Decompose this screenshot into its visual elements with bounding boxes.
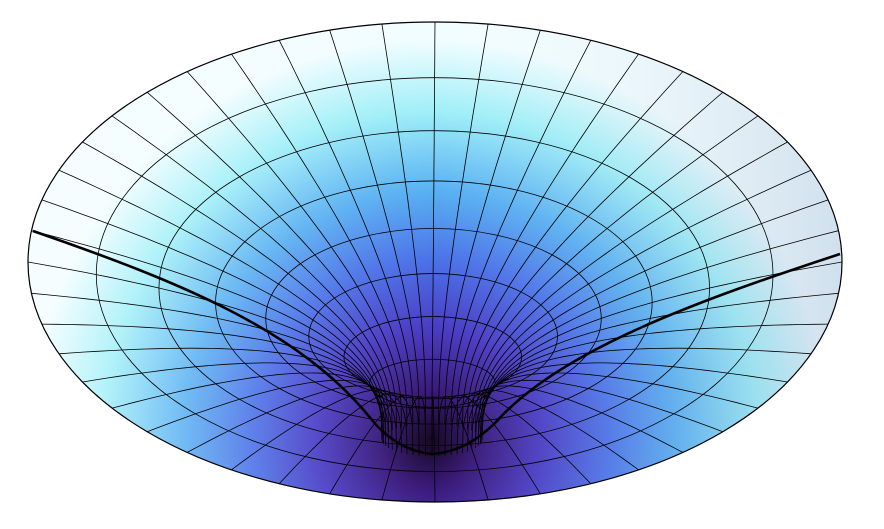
mesh-radial-line [456,389,639,471]
mesh-radial-line [474,141,788,433]
mesh-radial-line [462,385,683,453]
mesh-radial-line [431,22,436,425]
surface-shading [28,22,842,502]
mesh-radial-line [186,71,402,428]
mesh-radial-line [82,362,390,449]
mesh-radial-line [467,91,724,429]
funnel-rim-outline [27,21,843,503]
mesh-radial-line [477,169,812,434]
mesh-radial-line [147,379,397,452]
mesh-radial-line [456,53,639,427]
mesh-radial-line [481,292,839,443]
mesh-radial-line [329,394,420,495]
mesh-radial-line [450,392,592,484]
mesh-radial-line [481,261,842,441]
mesh-radial-line [111,115,393,431]
mesh-radial-line [474,362,788,449]
mesh-radial-line [31,230,383,438]
mesh-radial-line [111,372,393,450]
mesh-radial-line [479,323,829,445]
mesh-radial-line [444,30,541,425]
mesh-radial-line [329,30,420,425]
mesh-radial-line [479,199,829,436]
mesh-radial-line [381,24,426,425]
mesh-radial-line [146,91,397,429]
mesh-radial-line [471,372,758,450]
surface-fill-group [28,22,842,502]
mesh-radial-line [278,40,414,426]
mesh-radial-line [41,199,385,436]
mesh-radial-line [481,230,839,438]
mesh-radial-line [187,385,402,453]
mesh-radial-line [28,261,383,441]
mesh-radial-line [438,24,489,425]
mesh-radial-line [462,71,684,428]
mesh-radial-line [82,141,390,433]
mesh-radial-line [450,40,592,426]
geodesic-path [32,229,841,456]
mesh-radial-line [471,115,759,431]
mesh-radial-line [231,53,408,427]
mesh-radial-line [278,392,414,484]
mesh-radial-lines [28,22,842,502]
mesh-radial-line [438,395,489,501]
mesh-radial-line [58,169,387,434]
mesh-radial-line [41,323,385,445]
mesh-radial-line [381,395,426,501]
